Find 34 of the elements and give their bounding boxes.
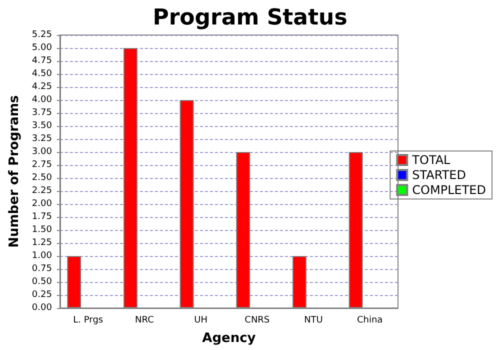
y-tick-label: 2.00: [32, 199, 52, 209]
y-tick-label: 4.75: [32, 56, 52, 66]
y-tick-label: 1.25: [32, 238, 52, 248]
y-tick-label: 0.25: [32, 290, 52, 300]
y-tick-label: 3.00: [32, 147, 52, 157]
x-tick-label: CNRS: [244, 316, 270, 326]
y-axis-title: Number of Programs: [7, 94, 22, 248]
legend-label: TOTAL: [411, 153, 451, 167]
chart-title: Program Status: [152, 6, 348, 30]
y-tick-label: 3.75: [32, 108, 52, 118]
y-tick-label: 1.75: [32, 212, 52, 222]
y-tick-label: 0.50: [32, 277, 52, 287]
x-tick-label: UH: [194, 316, 208, 326]
y-tick-label: 4.50: [32, 69, 52, 79]
legend-label: COMPLETED: [412, 183, 486, 197]
x-tick-label: NRC: [135, 316, 154, 326]
y-tick-label: 0.75: [32, 264, 52, 274]
y-tick-label: 5.00: [32, 43, 52, 53]
x-axis-title: Agency: [202, 331, 256, 346]
y-tick-label: 5.25: [32, 30, 52, 40]
y-tick-label: 1.00: [32, 251, 52, 261]
y-tick-label: 3.50: [32, 121, 52, 131]
x-tick-label: L. Prgs: [73, 316, 104, 326]
legend-label: STARTED: [412, 168, 466, 182]
x-tick-label: China: [356, 316, 383, 326]
y-tick-label: 2.75: [32, 160, 52, 170]
y-tick-label: 0.00: [32, 303, 52, 313]
y-tick-label: 3.25: [32, 134, 52, 144]
y-tick-label: 4.00: [32, 95, 52, 105]
y-tick-label: 4.25: [32, 82, 52, 92]
x-tick-label: NTU: [304, 316, 323, 326]
y-tick-label: 1.50: [32, 225, 52, 235]
y-tick-label: 2.25: [32, 186, 52, 196]
y-tick-label: 2.50: [32, 173, 52, 183]
